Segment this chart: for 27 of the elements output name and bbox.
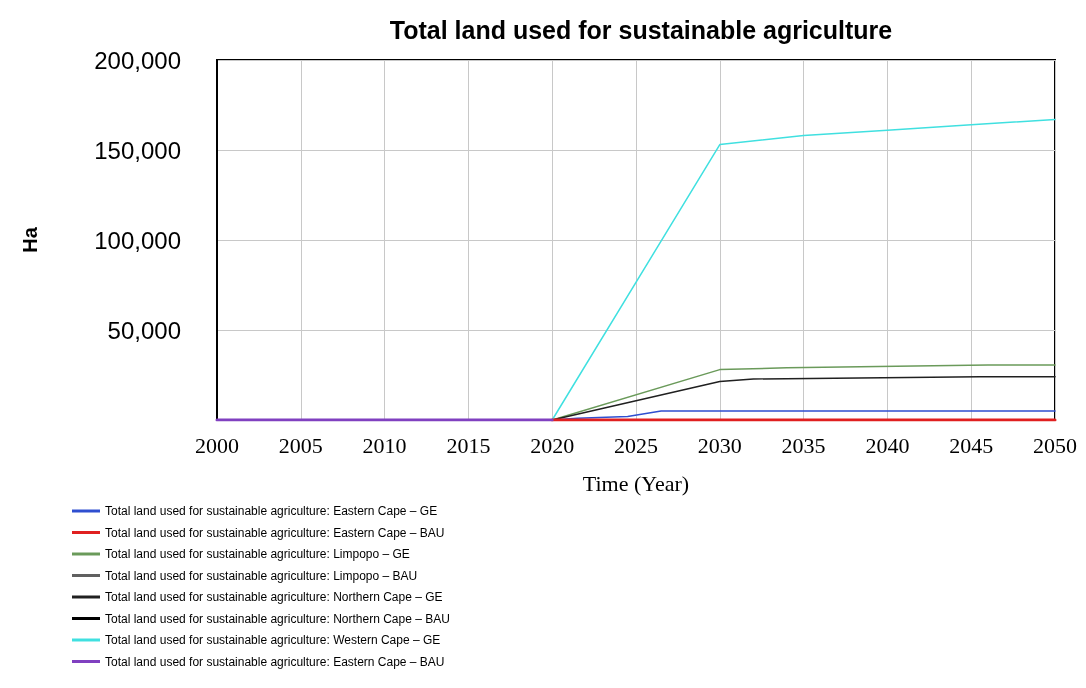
x-tick-label: 2010 [362, 432, 407, 458]
legend-label: Total land used for sustainable agriculture: Northern Cape – BAU [105, 611, 450, 626]
x-tick-label: 2015 [446, 432, 491, 458]
x-tick-label: 2045 [949, 432, 994, 458]
x-axis-title: Time (Year) [582, 470, 690, 496]
x-tick-label: 2035 [781, 432, 826, 458]
x-tick-label: 2000 [195, 432, 239, 458]
x-tick-label: 2050 [1033, 432, 1077, 458]
line-series [551, 118, 1056, 421]
chart-title: Total land used for sustainable agriculture [389, 15, 893, 44]
y-axis-title: Ha [19, 226, 41, 253]
x-tick-label: 2020 [530, 432, 575, 458]
y-tick-label: 100,000 [94, 226, 181, 254]
x-tick-label: 2005 [278, 432, 323, 458]
legend-label: Total land used for sustainable agriculture: Limpopo – BAU [105, 568, 418, 583]
legend-label: Total land used for sustainable agriculture: Eastern Cape – GE [105, 504, 438, 518]
y-tick-label: 50,000 [107, 316, 181, 344]
legend-label: Total land used for sustainable agriculture: Northern Cape – GE [105, 590, 443, 604]
legend-label: Total land used for sustainable agriculture: Limpopo – GE [105, 547, 410, 561]
legend-label: Total land used for sustainable agriculture: Eastern Cape – BAU [105, 654, 445, 669]
x-tick-label: 2030 [697, 432, 742, 458]
y-tick-label: 150,000 [94, 136, 181, 164]
x-tick-label: 2040 [865, 432, 910, 458]
x-tick-label: 2025 [614, 432, 658, 458]
legend-label: Total land used for sustainable agriculture: Western Cape – GE [105, 633, 441, 647]
legend-label: Total land used for sustainable agriculture: Eastern Cape – BAU [105, 525, 445, 540]
y-tick-label: 200,000 [94, 46, 181, 74]
